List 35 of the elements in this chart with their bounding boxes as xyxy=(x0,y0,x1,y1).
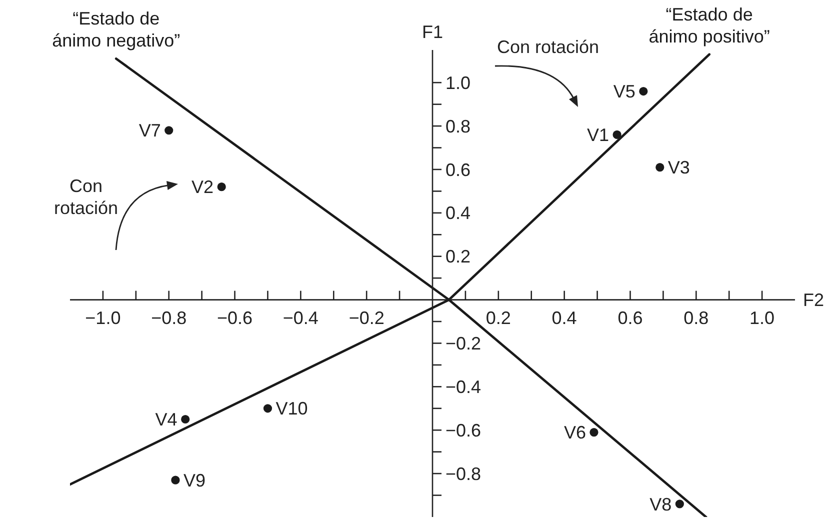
y-tick-label: −0.4 xyxy=(446,376,482,397)
annotation: Con rotación xyxy=(496,37,600,57)
x-tick-label: 0.8 xyxy=(684,308,709,328)
y-tick-label: −0.8 xyxy=(446,464,482,484)
x-tick-label: 1.0 xyxy=(750,308,775,328)
annotation: V8 xyxy=(650,494,672,514)
annotation: V9 xyxy=(183,470,206,490)
annotation: V7 xyxy=(138,120,161,141)
annotation: V4 xyxy=(155,410,178,430)
y-tick-label: 0.8 xyxy=(446,116,471,136)
y-tick-label: 0.4 xyxy=(446,203,471,224)
y-tick-label: −0.2 xyxy=(446,334,482,354)
annotation: V1 xyxy=(587,125,610,146)
series-label: “Estado de ánimo positivo” xyxy=(648,4,770,46)
x-tick-label: −0.6 xyxy=(217,308,253,328)
x-tick-label: 0.2 xyxy=(486,308,511,328)
y-axis-title: F1 xyxy=(422,22,444,42)
x-tick-label: 0.4 xyxy=(552,308,577,328)
annotation: V2 xyxy=(192,177,214,198)
x-tick-label: 0.6 xyxy=(618,308,643,328)
annotation: V6 xyxy=(564,422,586,443)
y-tick-label: 0.2 xyxy=(446,246,471,267)
annotation: V5 xyxy=(613,82,636,102)
annotation: Con rotación xyxy=(54,176,118,218)
x-tick-label: −0.4 xyxy=(282,308,318,328)
x-tick-label: −0.8 xyxy=(151,308,187,328)
x-tick-label: −1.0 xyxy=(85,308,121,328)
x-tick-label: −0.2 xyxy=(348,308,384,328)
annotation: V3 xyxy=(668,158,690,178)
y-tick-label: 0.6 xyxy=(446,160,471,180)
y-tick-label: −0.6 xyxy=(446,420,482,440)
series-label: “Estado de ánimo negativo” xyxy=(52,8,180,51)
annotation: V10 xyxy=(276,398,308,419)
x-axis-title: F2 xyxy=(803,290,824,310)
y-tick-label: 1.0 xyxy=(446,72,471,93)
